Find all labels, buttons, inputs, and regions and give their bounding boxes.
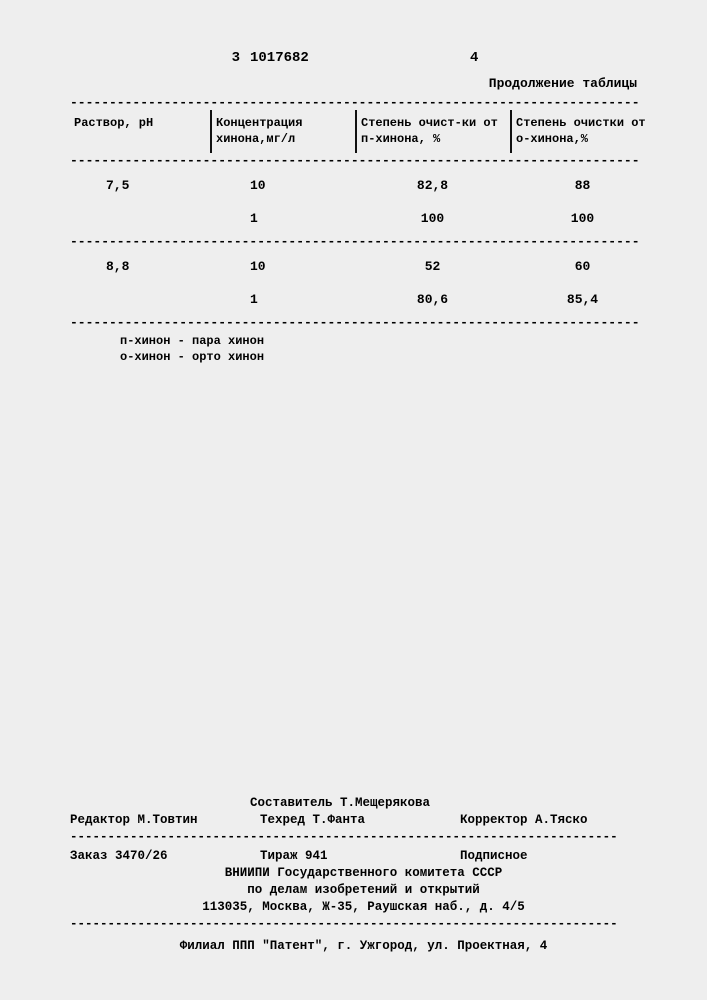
- cell-ph: 8,8: [70, 259, 210, 274]
- cell-o: 88: [510, 178, 655, 193]
- credits-order: Заказ 3470/26: [70, 848, 260, 865]
- credits-editor: Редактор М.Товтин: [70, 812, 260, 829]
- table-row: 1 80,6 85,4: [70, 282, 657, 315]
- cell-p: 100: [355, 211, 510, 226]
- table-row: 8,8 10 52 60: [70, 249, 657, 282]
- cell-o: 85,4: [510, 292, 655, 307]
- credits-block: Составитель Т.Мещерякова Редактор М.Товт…: [70, 795, 657, 955]
- table-rule-mid: ----------------------------------------…: [70, 234, 657, 249]
- table-rule-after-header: ----------------------------------------…: [70, 153, 657, 168]
- credits-address1: 113035, Москва, Ж-35, Раушская наб., д. …: [70, 899, 657, 916]
- cell-p: 82,8: [355, 178, 510, 193]
- credits-tirage: Тираж 941: [260, 848, 460, 865]
- page-header: 3 1017682 4: [70, 50, 657, 66]
- credits-subscr: Подписное: [460, 848, 657, 865]
- page-number-left: 3: [70, 50, 250, 66]
- credits-row: Редактор М.Товтин Техред Т.Фанта Коррект…: [70, 812, 657, 829]
- col-header-p-quinone: Степень очист-ки от п-хинона, %: [355, 110, 510, 153]
- document-number: 1017682: [250, 50, 470, 66]
- credits-address2: Филиал ППП "Патент", г. Ужгород, ул. Про…: [70, 938, 657, 955]
- table-rule-top: ----------------------------------------…: [70, 95, 657, 110]
- col-header-concentration: Концентрация хинона,мг/л: [210, 110, 355, 153]
- credits-corrector: Корректор А.Тяско: [460, 812, 657, 829]
- table-row: 7,5 10 82,8 88: [70, 168, 657, 201]
- page-number-right: 4: [470, 50, 620, 66]
- cell-conc: 1: [210, 292, 355, 307]
- cell-ph-empty: [70, 292, 210, 307]
- cell-p: 80,6: [355, 292, 510, 307]
- cell-conc: 10: [210, 259, 355, 274]
- credits-org-line1: ВНИИПИ Государственного комитета СССР: [70, 865, 657, 882]
- footnote-o-quinone: о-хинон - орто хинон: [120, 350, 657, 366]
- credits-compiler: Составитель Т.Мещерякова: [70, 795, 657, 812]
- cell-ph: 7,5: [70, 178, 210, 193]
- cell-o: 60: [510, 259, 655, 274]
- table-header-row: Раствор, pH Концентрация хинона,мг/л Сте…: [70, 110, 657, 153]
- credits-org-line2: по делам изобретений и открытий: [70, 882, 657, 899]
- credits-row: Заказ 3470/26 Тираж 941 Подписное: [70, 848, 657, 865]
- credits-rule-2: ----------------------------------------…: [70, 916, 657, 933]
- footnote-p-quinone: п-хинон - пара хинон: [120, 334, 657, 350]
- col-header-ph: Раствор, pH: [70, 110, 210, 138]
- table-rule-bottom: ----------------------------------------…: [70, 315, 657, 330]
- table-continuation-label: Продолжение таблицы: [70, 76, 657, 91]
- cell-conc: 10: [210, 178, 355, 193]
- page: 3 1017682 4 Продолжение таблицы --------…: [0, 0, 707, 1000]
- cell-conc: 1: [210, 211, 355, 226]
- credits-rule-1: ----------------------------------------…: [70, 829, 657, 846]
- table-row: 1 100 100: [70, 201, 657, 234]
- footnotes: п-хинон - пара хинон о-хинон - орто хино…: [70, 334, 657, 365]
- cell-o: 100: [510, 211, 655, 226]
- blank-space: [70, 365, 657, 795]
- cell-ph-empty: [70, 211, 210, 226]
- col-header-o-quinone: Степень очистки от о-хинона,%: [510, 110, 655, 153]
- cell-p: 52: [355, 259, 510, 274]
- credits-techred: Техред Т.Фанта: [260, 812, 460, 829]
